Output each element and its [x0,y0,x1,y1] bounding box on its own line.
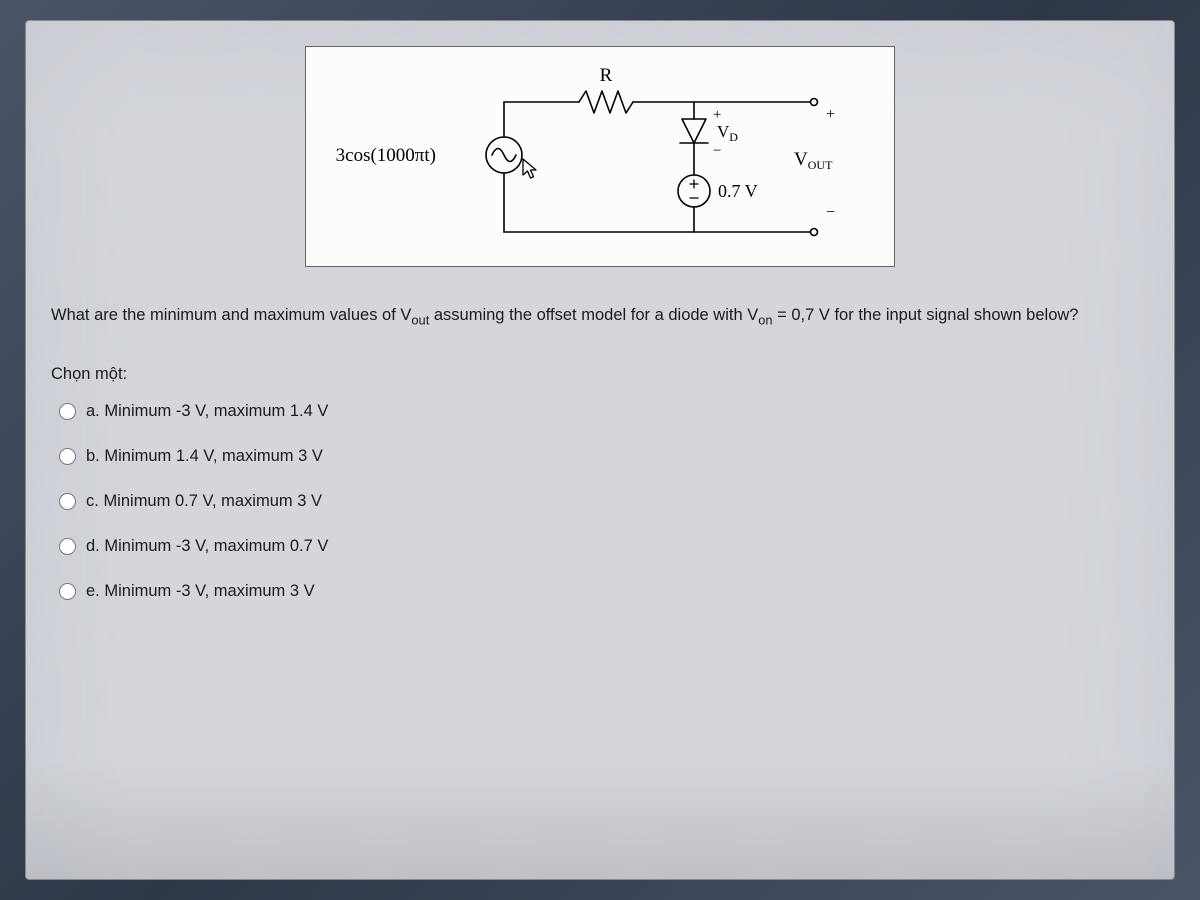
option-c: c. Minimum 0.7 V, maximum 3 V [59,492,1149,511]
circuit-image-box: 3cos(1000πt) R + VD − 0.7 V + VOUT − [305,46,895,267]
option-e-label[interactable]: e. Minimum -3 V, maximum 3 V [86,582,315,601]
diode-minus-label: − [713,143,721,159]
vout-minus-label: − [826,204,835,221]
option-b-label[interactable]: b. Minimum 1.4 V, maximum 3 V [86,447,323,466]
quiz-page: 3cos(1000πt) R + VD − 0.7 V + VOUT − [25,20,1175,880]
vout-label: VOUT [794,149,833,172]
choose-one-label: Chọn một: [51,365,1149,384]
circuit-diagram: 3cos(1000πt) R + VD − 0.7 V + VOUT − [324,57,864,252]
diode-vd-label: VD [717,122,738,144]
resistor-label: R [600,65,613,86]
option-a-label[interactable]: a. Minimum -3 V, maximum 1.4 V [86,402,328,421]
option-c-label[interactable]: c. Minimum 0.7 V, maximum 3 V [86,492,322,511]
option-b-radio[interactable] [59,448,76,465]
question-text: What are the minimum and maximum values … [51,300,1149,333]
option-d-label[interactable]: d. Minimum -3 V, maximum 0.7 V [86,537,328,556]
offset-source-label: 0.7 V [718,181,758,201]
option-c-radio[interactable] [59,493,76,510]
option-e: e. Minimum -3 V, maximum 3 V [59,582,1149,601]
vout-plus-label: + [826,106,835,123]
option-a: a. Minimum -3 V, maximum 1.4 V [59,402,1149,421]
source-label: 3cos(1000πt) [336,145,436,166]
option-b: b. Minimum 1.4 V, maximum 3 V [59,447,1149,466]
option-e-radio[interactable] [59,583,76,600]
options-group: a. Minimum -3 V, maximum 1.4 V b. Minimu… [51,402,1149,601]
option-d-radio[interactable] [59,538,76,555]
diode-plus-label: + [713,107,721,123]
circuit-container: 3cos(1000πt) R + VD − 0.7 V + VOUT − [51,46,1149,272]
option-d: d. Minimum -3 V, maximum 0.7 V [59,537,1149,556]
option-a-radio[interactable] [59,403,76,420]
